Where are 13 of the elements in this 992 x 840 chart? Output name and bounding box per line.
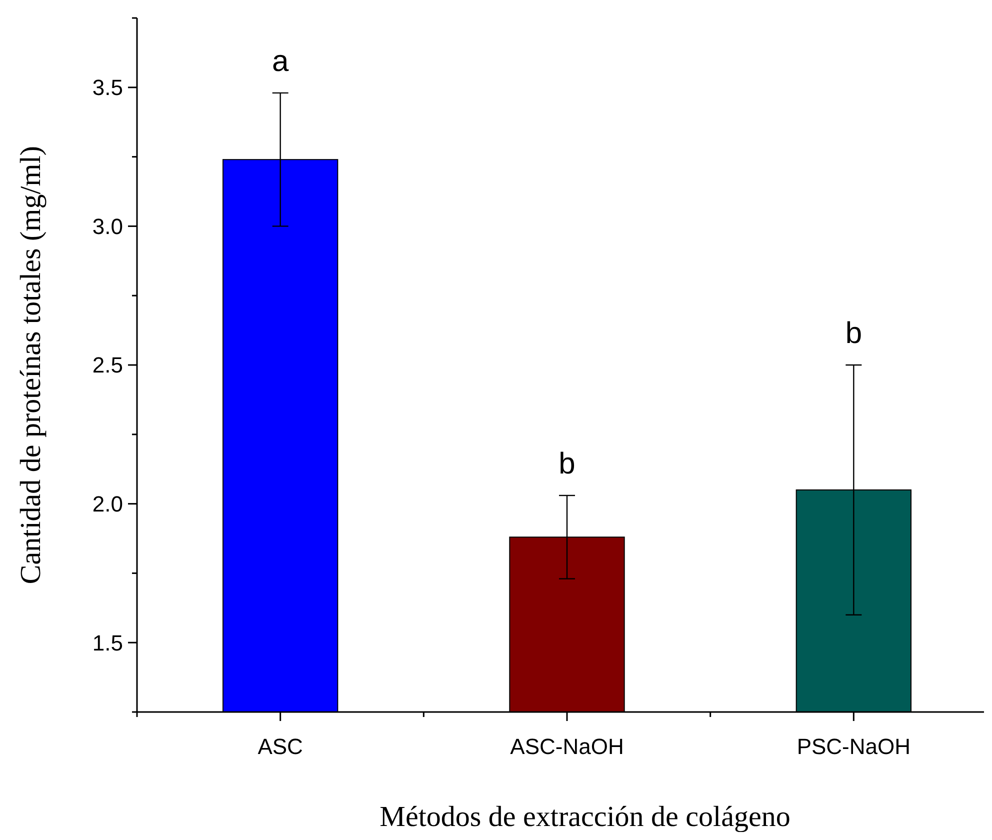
x-tick-label: ASC	[258, 734, 304, 759]
annotation: a	[272, 44, 289, 78]
annotation: b	[558, 447, 576, 480]
x-tick-label: PSC-NaOH	[796, 734, 911, 759]
x-tick-label: ASC-NaOH	[510, 734, 624, 759]
y-tick-label: 2.0	[92, 492, 123, 516]
annotation: b	[845, 317, 862, 350]
y-tick-label: 2.5	[92, 352, 123, 378]
y-axis-title: Cantidad de proteínas totales (mg/ml)	[15, 146, 47, 584]
y-tick-label: 3.5	[92, 75, 123, 100]
y-tick-label: 1.5	[92, 630, 123, 656]
x-axis-title: Métodos de extracción de colágeno	[380, 801, 790, 833]
y-tick-label: 3.0	[92, 214, 123, 239]
